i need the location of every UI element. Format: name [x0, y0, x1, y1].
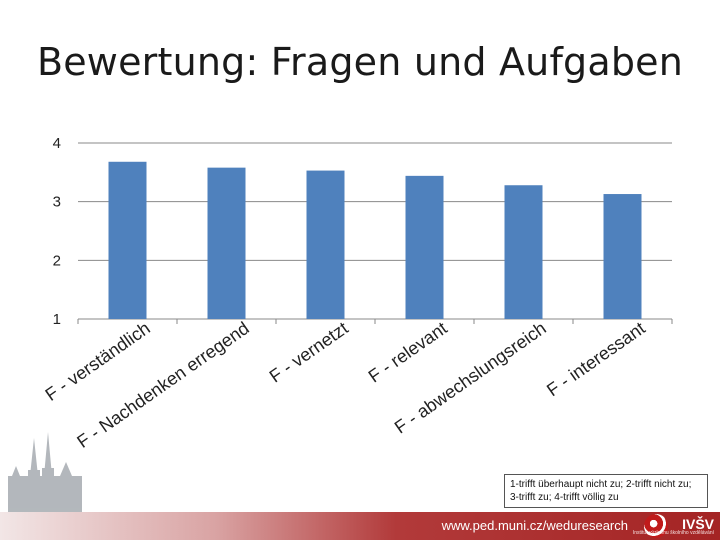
rating-scale-note: 1-trifft überhaupt nicht zu; 2-trifft ni…	[504, 474, 708, 508]
y-tick-label: 3	[53, 194, 61, 211]
x-tick-label: F - relevant	[365, 318, 451, 387]
cathedral-silhouette-icon	[8, 432, 82, 512]
bar	[108, 161, 147, 319]
institute-logo-icon	[644, 514, 668, 538]
y-tick-labels: 1 2 3 4	[53, 135, 61, 328]
x-tick-label: F - vernetzt	[266, 318, 352, 387]
footer-url-link[interactable]: www.ped.muni.cz/weduresearch	[441, 518, 628, 533]
y-tick-label: 2	[53, 252, 61, 269]
bar	[603, 194, 642, 319]
institute-logo-text: IVŠV	[682, 516, 714, 532]
y-tick-label: 1	[53, 311, 61, 328]
y-tick-label: 4	[53, 135, 61, 152]
institute-logo-subtitle: Institut výzkumu školního vzdělávání	[632, 530, 714, 536]
bar	[504, 185, 543, 319]
x-tick-label: F - Nachdenken erregend	[73, 318, 253, 452]
x-tick-label: F - interessant	[543, 318, 649, 400]
gridlines	[77, 142, 673, 324]
bar	[405, 175, 444, 319]
footer-bar: www.ped.muni.cz/weduresearch IVŠV Instit…	[0, 512, 720, 540]
bar	[306, 170, 345, 319]
page-title: Bewertung: Fragen und Aufgaben	[36, 40, 684, 84]
bars	[108, 161, 642, 319]
bar	[207, 167, 246, 319]
